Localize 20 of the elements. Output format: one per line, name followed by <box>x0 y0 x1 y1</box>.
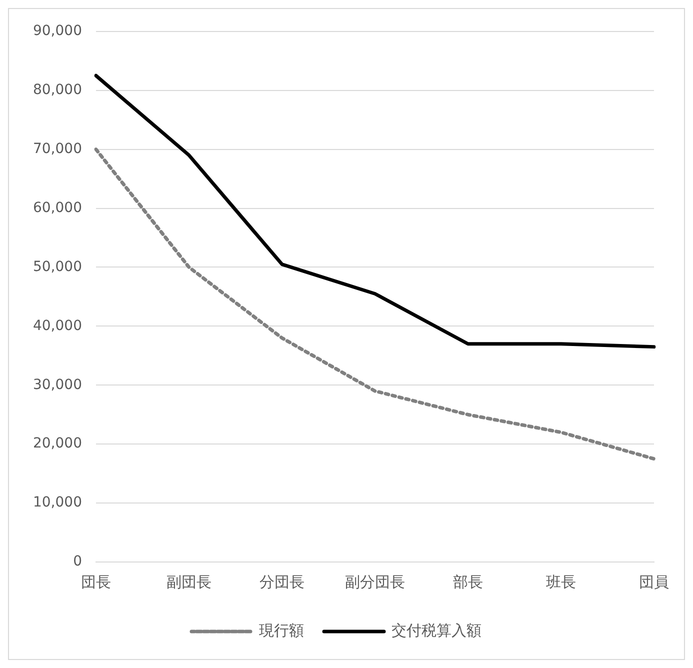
y-tick-label: 60,000 <box>32 200 82 216</box>
y-tick-label: 90,000 <box>32 23 82 40</box>
legend-label: 現行額 <box>259 621 304 640</box>
y-tick-label: 0 <box>73 554 82 570</box>
x-tick-label: 団長 <box>80 572 111 591</box>
y-tick-label: 10,000 <box>32 494 82 511</box>
legend-label: 交付税算入額 <box>392 621 482 640</box>
y-tick-label: 50,000 <box>32 258 82 275</box>
x-tick-label: 団員 <box>639 572 669 591</box>
line-series <box>94 148 656 461</box>
y-tick-label: 80,000 <box>32 82 82 98</box>
x-tick-label: 分団長 <box>259 572 304 591</box>
y-tick-label: 40,000 <box>32 318 82 334</box>
y-tick-label: 70,000 <box>32 140 82 157</box>
x-tick-label: 副分団長 <box>344 572 405 591</box>
x-tick-label: 部長 <box>452 572 483 591</box>
x-tick-label: 班長 <box>546 572 576 591</box>
y-tick-label: 20,000 <box>32 436 82 452</box>
x-tick-label: 副団長 <box>166 572 212 591</box>
y-tick-label: 30,000 <box>32 376 82 393</box>
